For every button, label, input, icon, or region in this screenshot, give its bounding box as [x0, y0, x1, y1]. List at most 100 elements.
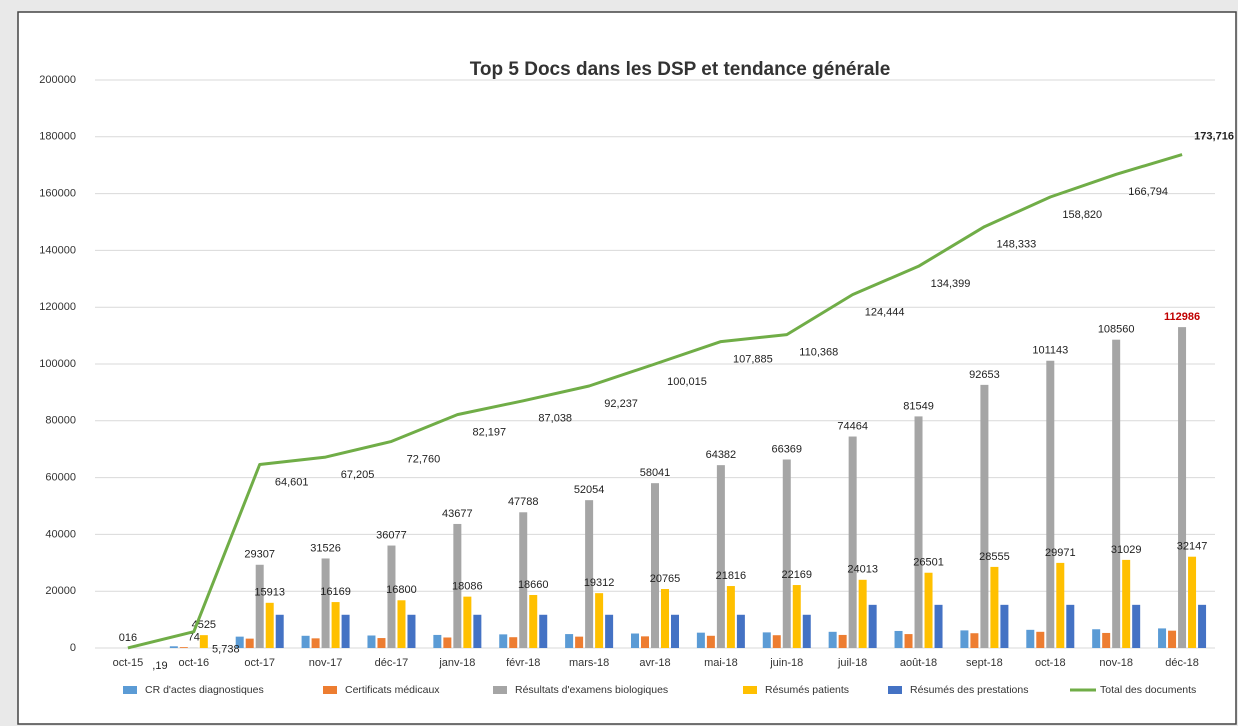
legend-label: Résultats d'examens biologiques	[515, 684, 668, 696]
legend-swatch	[743, 686, 757, 694]
legend-label: Résumés des prestations	[910, 684, 1028, 696]
bar	[245, 638, 254, 648]
line	[127, 153, 1183, 650]
y-tick-label: 40000	[45, 528, 76, 540]
bar	[1066, 604, 1075, 648]
bar	[838, 634, 847, 648]
bar	[661, 589, 669, 648]
bar	[397, 600, 406, 648]
bar	[868, 604, 877, 648]
data-label: 32147	[1177, 541, 1208, 553]
y-tick-label: 60000	[45, 472, 76, 484]
bar	[433, 634, 442, 648]
data-label: 52054	[574, 484, 605, 496]
y-tick-label: 160000	[39, 188, 76, 200]
data-label: 82,197	[473, 426, 507, 438]
bar	[585, 500, 594, 648]
bar	[960, 630, 969, 648]
data-label: 31029	[1111, 544, 1142, 556]
legend-swatch	[493, 686, 507, 694]
data-label: 107,885	[733, 354, 773, 366]
data-label: 18086	[452, 581, 483, 593]
bar	[275, 614, 284, 648]
bar	[595, 593, 604, 648]
bar	[235, 636, 244, 648]
legend-label: Résumés patients	[765, 684, 849, 696]
data-label: 173,716	[1194, 131, 1234, 143]
data-label: 24013	[847, 564, 878, 576]
bar	[706, 635, 715, 648]
x-tick-label: nov-18	[1099, 657, 1133, 669]
bar	[341, 614, 350, 648]
bar	[772, 635, 781, 648]
bar	[255, 564, 264, 648]
bar	[671, 614, 679, 648]
data-label: 66369	[771, 443, 802, 455]
legend-swatch	[123, 686, 137, 694]
x-tick-label: août-18	[900, 657, 937, 669]
data-label: 72,760	[407, 453, 441, 465]
bar	[1132, 604, 1141, 648]
data-label: 64,601	[275, 476, 309, 488]
x-tick-label: nov-17	[309, 657, 343, 669]
bar	[443, 637, 452, 648]
bar	[499, 634, 508, 648]
data-label: 87,038	[538, 413, 572, 425]
bar	[539, 614, 548, 648]
bar	[529, 595, 538, 648]
chart-title: Top 5 Docs dans les DSP et tendance géné…	[470, 59, 891, 80]
x-tick-label: oct-16	[179, 657, 210, 669]
data-label: 124,444	[865, 306, 905, 318]
y-tick-label: 80000	[45, 415, 76, 427]
data-label: 016	[119, 632, 137, 644]
bar	[894, 630, 903, 648]
bar	[265, 602, 274, 648]
legend-label: Total des documents	[1100, 684, 1196, 696]
data-label: 134,399	[931, 278, 971, 290]
data-label: 110,368	[799, 346, 838, 358]
data-label: 148,333	[997, 239, 1037, 251]
data-label: 81549	[903, 400, 934, 412]
bar	[519, 512, 528, 648]
data-label: 64382	[706, 449, 737, 461]
bar	[453, 523, 462, 648]
bar	[802, 614, 811, 648]
bar	[631, 633, 639, 648]
data-label: 92653	[969, 369, 1000, 381]
bar	[641, 636, 649, 648]
bar	[1056, 562, 1065, 648]
x-tick-label: mai-18	[704, 657, 738, 669]
bar	[1178, 327, 1187, 648]
bar	[1000, 604, 1009, 648]
legend-swatch	[323, 686, 337, 694]
bar	[716, 465, 725, 648]
bar	[1112, 339, 1121, 648]
x-tick-label: avr-18	[639, 657, 670, 669]
data-label: 15913	[254, 587, 285, 599]
bar	[736, 614, 745, 648]
x-tick-label: déc-18	[1165, 657, 1199, 669]
bar	[377, 638, 386, 648]
bar	[331, 602, 340, 648]
data-label: 58041	[640, 467, 671, 479]
data-label: 26501	[913, 557, 944, 569]
data-label: 19312	[584, 577, 615, 589]
data-label: 21816	[716, 570, 747, 582]
bar	[301, 635, 310, 648]
bar	[1102, 632, 1111, 648]
data-label: 166,794	[1128, 186, 1168, 198]
bar	[311, 638, 320, 648]
data-label: 16169	[320, 586, 351, 598]
data-label: 67,205	[341, 469, 375, 481]
bar	[726, 586, 735, 648]
bar	[575, 636, 584, 648]
bar	[1092, 629, 1101, 648]
bar	[1046, 360, 1055, 648]
data-label: 74464	[837, 420, 868, 432]
bar	[367, 635, 376, 648]
bar	[1036, 631, 1045, 648]
data-label: 31526	[310, 542, 341, 554]
bar	[828, 631, 837, 648]
data-label: 20765	[650, 573, 681, 585]
